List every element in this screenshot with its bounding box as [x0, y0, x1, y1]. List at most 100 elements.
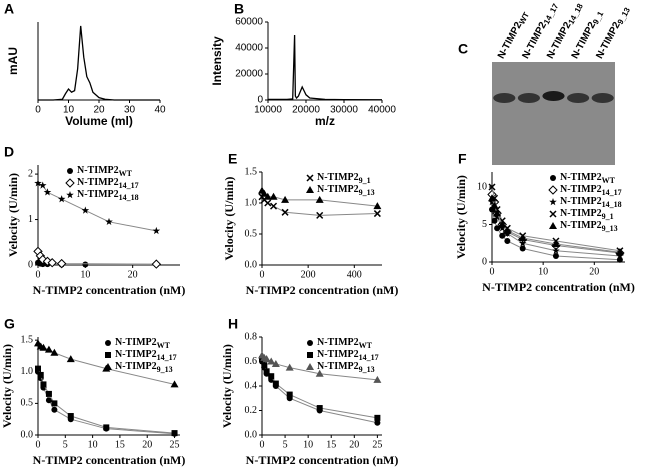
marker	[315, 369, 324, 377]
marker	[494, 225, 501, 232]
marker	[549, 210, 557, 218]
y-tick-label: 1.0	[245, 197, 258, 208]
marker	[616, 252, 624, 260]
marker	[306, 174, 314, 182]
x-tick-label: 20	[93, 105, 105, 116]
x-axis-label: N-TIMP2 concentration (nM)	[33, 453, 186, 467]
y-tick-label: 20000	[235, 69, 263, 80]
marker	[552, 246, 560, 254]
x-axis-label: N-TIMP2 concentration (nM)	[482, 280, 635, 294]
y-tick-label: 0.0	[21, 429, 34, 440]
x-tick-label: 20	[142, 439, 152, 450]
marker	[47, 258, 57, 268]
x-tick-label: 0	[35, 105, 41, 116]
fit-curve	[37, 368, 175, 434]
marker	[551, 240, 560, 247]
x-tick-label: 40000	[368, 105, 396, 116]
marker	[39, 343, 48, 351]
x-tick-label: 20	[128, 269, 138, 280]
marker	[285, 363, 294, 371]
marker	[373, 210, 381, 218]
panel-0: A 0 10 20 30 40 Volume (ml) mAU	[4, 1, 166, 128]
marker	[103, 424, 110, 431]
panel-letter: E	[228, 151, 237, 167]
marker	[615, 248, 624, 256]
marker	[552, 253, 559, 259]
y-tick-label: 60000	[235, 17, 263, 28]
x-tick-label: 0	[260, 269, 265, 280]
gel-image	[492, 62, 615, 165]
marker	[373, 202, 382, 210]
marker	[37, 371, 44, 378]
y-tick-label: 0	[482, 256, 487, 267]
y-axis-label: mAU	[6, 47, 20, 75]
marker	[281, 195, 290, 203]
marker	[44, 345, 53, 353]
trace	[268, 34, 383, 101]
marker	[267, 357, 276, 365]
x-tick-label: 200	[301, 269, 316, 280]
marker	[490, 201, 499, 209]
x-tick-label: 40	[154, 105, 166, 116]
marker	[82, 261, 89, 268]
marker	[281, 208, 289, 216]
panel-4: E 0 200 400 0.0 0.5 1.0 1.5 N-TIMP2 concentratio…	[222, 151, 399, 297]
gel-band	[517, 93, 540, 103]
marker	[260, 189, 269, 197]
marker	[170, 380, 179, 388]
marker	[499, 232, 506, 239]
legend-label: N-TIMP29_13	[560, 220, 618, 233]
marker	[268, 373, 275, 380]
x-axis-label: m/z	[315, 114, 335, 128]
y-tick-label: 5	[482, 219, 487, 230]
y-tick-label: 0.8	[245, 331, 258, 342]
marker	[271, 359, 280, 367]
gel-band	[591, 93, 614, 103]
x-tick-label: 20	[589, 266, 599, 277]
x-axis-label: Volume (ml)	[65, 114, 133, 128]
marker	[66, 191, 74, 199]
marker	[550, 175, 556, 181]
y-tick-label: 2	[28, 168, 33, 179]
marker	[503, 226, 512, 234]
x-tick-label: 20	[349, 439, 359, 450]
x-tick-label: 10	[88, 439, 98, 450]
marker	[57, 195, 66, 203]
marker	[490, 205, 499, 213]
panel-6: G 0 5 10 15 20 25 0.0 0.5 1.0 1.5 N-TIMP2 concentra…	[0, 316, 185, 467]
marker	[264, 199, 272, 207]
marker	[493, 209, 502, 217]
panel-letter: D	[4, 144, 14, 160]
marker	[151, 259, 162, 269]
y-tick-label: 1	[28, 214, 33, 225]
y-tick-label: 1.0	[21, 366, 34, 377]
y-axis-label: Velocity (U/min)	[454, 175, 468, 259]
panel-letter: B	[234, 1, 244, 17]
legend-label: N-TIMP29_13	[317, 184, 375, 197]
legend-label: N-TIMP214_18	[77, 189, 139, 202]
marker	[263, 368, 270, 375]
legend-label: N-TIMP214_17	[560, 184, 622, 197]
y-axis-label: Velocity (U/min)	[222, 177, 236, 261]
marker	[51, 400, 58, 407]
marker	[66, 355, 75, 363]
y-tick-label: 40000	[235, 43, 263, 54]
marker	[498, 220, 507, 228]
marker	[306, 186, 314, 193]
y-tick-label: 0.0	[245, 259, 258, 270]
marker	[262, 355, 271, 363]
legend-label: N-TIMP214_17	[317, 349, 379, 362]
marker	[263, 192, 272, 200]
marker	[45, 390, 52, 397]
marker	[488, 194, 496, 202]
trace	[38, 25, 160, 101]
y-tick-label: 0.5	[245, 228, 258, 239]
x-tick-label: 25	[372, 439, 382, 450]
x-tick-label: 15	[115, 439, 125, 450]
x-tick-label: 400	[347, 269, 362, 280]
marker	[488, 183, 496, 191]
marker	[261, 362, 268, 369]
marker	[105, 217, 113, 226]
y-axis-label: Velocity (U/min)	[0, 344, 14, 428]
